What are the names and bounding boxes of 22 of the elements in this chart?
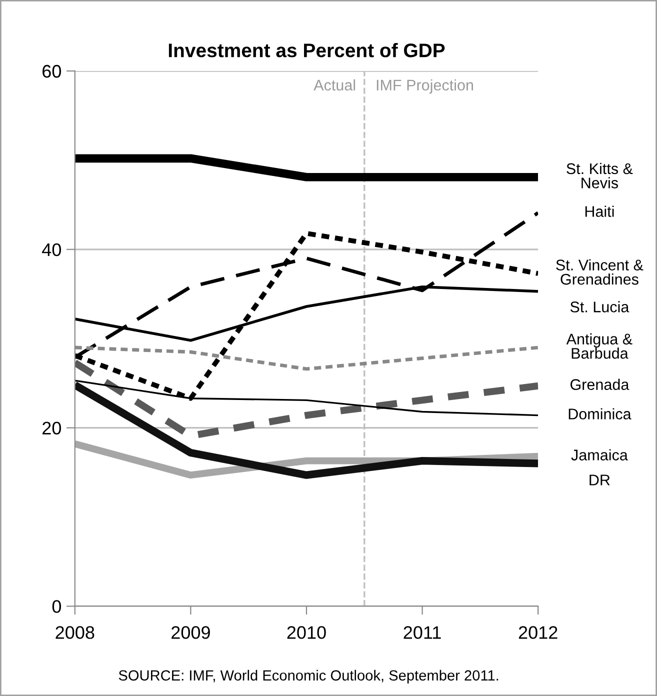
series-label: St. Kitts & Nevis <box>566 162 633 188</box>
y-tick-label: 0 <box>52 600 61 613</box>
chart-title: Investment as Percent of GDP <box>168 43 445 58</box>
x-tick-label: 2010 <box>287 626 326 639</box>
x-tick-label: 2008 <box>56 626 94 639</box>
x-tick-label: 2011 <box>404 626 441 639</box>
series-label: Antigua & Barbuda <box>566 333 632 359</box>
source-note: SOURCE: IMF, World Economic Outlook, September 2011. <box>118 670 498 684</box>
annotation: IMF Projection <box>376 79 473 94</box>
text: Haiti <box>585 206 614 217</box>
text: St. Lucia <box>570 301 630 312</box>
x-tick-label: 2012 <box>518 626 558 639</box>
text: DR <box>590 474 610 486</box>
y-tick-label: 40 <box>42 243 61 256</box>
y-tick-label: 20 <box>42 422 61 435</box>
text: Dominica <box>568 408 632 420</box>
series-label: St. Vincent & Grenadines <box>556 259 644 285</box>
annotation: Actual <box>314 79 356 91</box>
x-tick-label: 2009 <box>172 626 210 639</box>
text: Jamaica <box>571 449 628 460</box>
y-tick-label: 60 <box>42 64 61 78</box>
text: Grenada <box>570 378 630 390</box>
